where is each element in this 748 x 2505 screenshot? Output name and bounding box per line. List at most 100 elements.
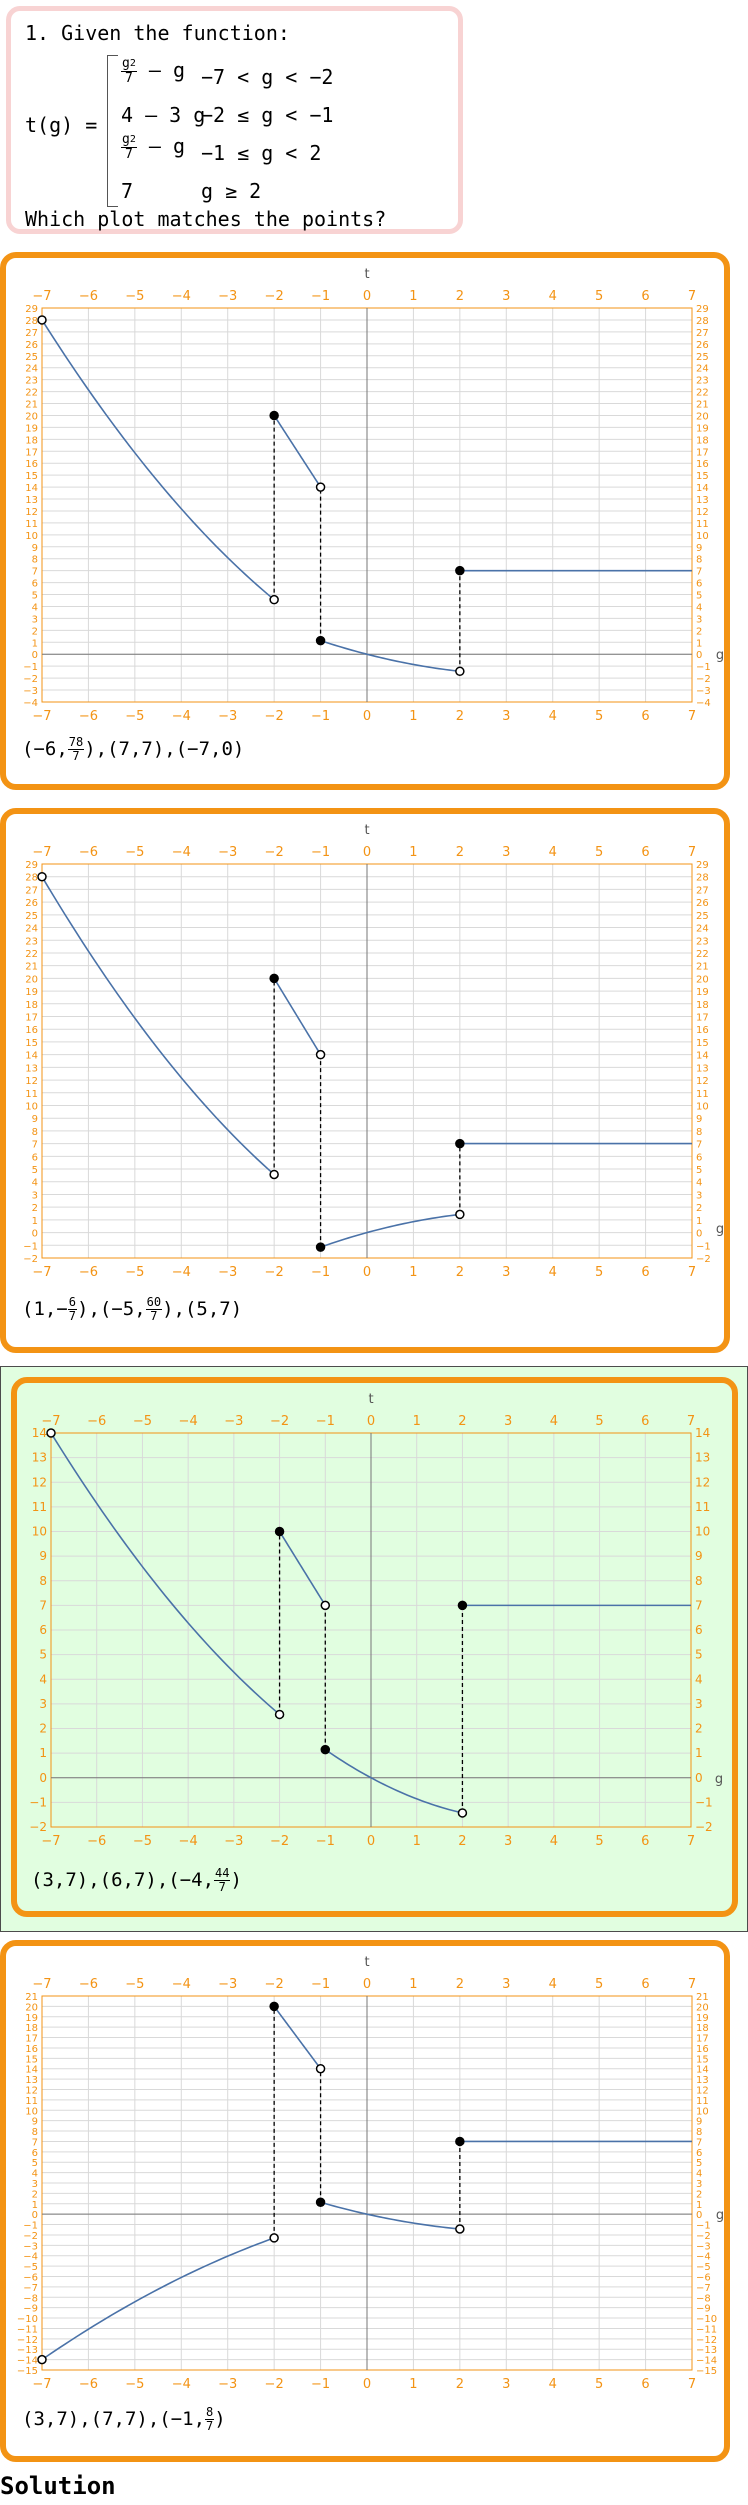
y-tick-label: 12 [32,1475,47,1489]
y-tick-label: −11 [17,2324,38,2335]
option-4-plot: −7 −7 −6 −6 −5 −5 −4 −4 −3 −3 −2 −2 −1 −1 0 0 1 1 2 2 3 3 4 4 5 5… [10,1955,724,2398]
axis-label-g: g [716,1222,724,1237]
y-tick-label: 27 [696,885,709,896]
y-tick-label: −7 [23,2283,38,2294]
curve-segment [324,1748,463,1814]
x-tick-label: −5 [125,845,144,860]
y-tick-label: 11 [25,2096,38,2107]
y-tick-label: 2 [696,1203,702,1214]
open-point [455,2224,465,2234]
x-tick-label: 0 [363,709,371,724]
y-tick-label: 12 [25,507,38,518]
y-tick-label: 0 [695,1771,703,1785]
x-tick-label: 0 [363,1977,371,1992]
y-tick-label: 5 [696,591,702,602]
y-tick-label: −15 [17,2366,38,2377]
y-tick-label: 17 [696,2034,709,2045]
x-tick-label: −2 [265,1977,284,1992]
x-tick-label: −4 [172,709,191,724]
y-tick-label: 14 [696,2065,709,2076]
open-point [269,594,279,605]
y-tick-label: 11 [696,2096,709,2107]
y-tick-label: 0 [696,1229,702,1240]
y-tick-label: 19 [696,2013,709,2024]
y-tick-label: 6 [696,2148,702,2159]
x-tick-label: 5 [595,709,603,724]
x-tick-label: −7 [41,1834,60,1849]
y-tick-label: −3 [696,2241,711,2252]
y-tick-label: 29 [25,304,38,315]
y-tick-label: 7 [695,1598,703,1612]
answer-option-1[interactable]: −7 −7 −6 −6 −5 −5 −4 −4 −3 −3 −2 −2 −1 −1 0 0 1 1 2 2 3 3 4 4 5 5… [0,252,740,797]
y-tick-label: 21 [25,962,38,973]
y-tick-label: 11 [25,519,38,530]
x-tick-label: −3 [218,2377,237,2392]
answer-option-4[interactable]: −7 −7 −6 −6 −5 −5 −4 −4 −3 −3 −2 −2 −1 −1 0 0 1 1 2 2 3 3 4 4 5 5… [0,1940,740,2468]
x-tick-label: 1 [409,1977,417,1992]
y-tick-label: 17 [696,1013,709,1024]
open-point [46,1428,56,1438]
answer-option-2[interactable]: −7 −7 −6 −6 −5 −5 −4 −4 −3 −3 −2 −2 −1 −1 0 0 1 1 2 2 3 3 4 4 5 5… [0,808,740,1353]
open-point [269,1169,279,1180]
y-tick-label: 13 [25,495,38,506]
y-tick-label: 20 [25,974,38,985]
y-tick-label: 6 [32,1152,38,1163]
piece-4-condition: g ≥ 2 [201,179,262,203]
y-tick-label: 10 [696,2106,709,2117]
x-tick-label: 6 [641,1977,649,1992]
y-tick-label: 23 [696,936,709,947]
y-tick-label: −1 [23,2221,38,2232]
y-tick-label: 12 [25,1076,38,1087]
y-tick-label: 18 [25,2023,38,2034]
x-tick-label: 3 [502,709,510,724]
option-1-points: (−6, 78 7),(7,7),(−7,0) [22,735,245,763]
y-tick-label: 29 [696,304,709,315]
closed-point [455,2136,465,2147]
y-tick-label: 19 [696,987,709,998]
y-tick-label: 23 [696,376,709,387]
open-point [37,315,47,325]
y-tick-label: 27 [25,328,38,339]
y-tick-label: 9 [696,543,702,554]
y-tick-label: 28 [696,873,709,884]
y-tick-label: 19 [25,2013,38,2024]
y-tick-label: 15 [25,471,38,482]
x-tick-label: 2 [456,709,464,724]
y-tick-label: 1 [696,638,702,649]
y-tick-label: 8 [32,1127,38,1138]
x-tick-label: −2 [265,845,284,860]
y-tick-label: 9 [696,1114,702,1125]
y-tick-label: −12 [696,2335,717,2346]
x-tick-label: 6 [641,1834,649,1849]
closed-point [315,1242,326,1252]
x-tick-label: −6 [87,1834,106,1849]
answer-option-3[interactable]: −7 −7 −6 −6 −5 −5 −4 −4 −3 −3 −2 −2 −1 −1 0 0 1 1 2 2 3 3 4 4 5 5… [0,1366,748,1932]
x-tick-label: 2 [458,1414,466,1429]
y-tick-label: 8 [695,1574,703,1588]
y-tick-label: 0 [32,1229,38,1240]
x-tick-label: −3 [218,1977,237,1992]
x-tick-label: 5 [595,1414,603,1429]
axis-label-g: g [716,648,724,663]
y-tick-label: 10 [696,1101,709,1112]
y-tick-label: 24 [696,924,709,935]
y-tick-label: −6 [23,2273,38,2284]
y-tick-label: −1 [23,1241,38,1252]
x-tick-label: −1 [311,709,330,724]
x-tick-label: −6 [87,1414,106,1429]
x-tick-label: −4 [179,1834,198,1849]
y-tick-label: 0 [696,650,702,661]
x-tick-label: 1 [409,709,417,724]
closed-point [269,973,279,984]
y-tick-label: −1 [29,1795,47,1809]
x-tick-label: −1 [316,1414,335,1429]
y-tick-label: 10 [25,1101,38,1112]
curve-segment [50,1432,281,1716]
y-tick-label: 4 [32,602,38,613]
y-tick-label: 10 [695,1525,710,1539]
y-tick-label: −4 [23,698,38,709]
y-tick-label: 24 [25,924,38,935]
y-tick-label: 9 [32,1114,38,1125]
y-tick-label: 19 [25,423,38,434]
x-tick-label: −5 [125,709,144,724]
